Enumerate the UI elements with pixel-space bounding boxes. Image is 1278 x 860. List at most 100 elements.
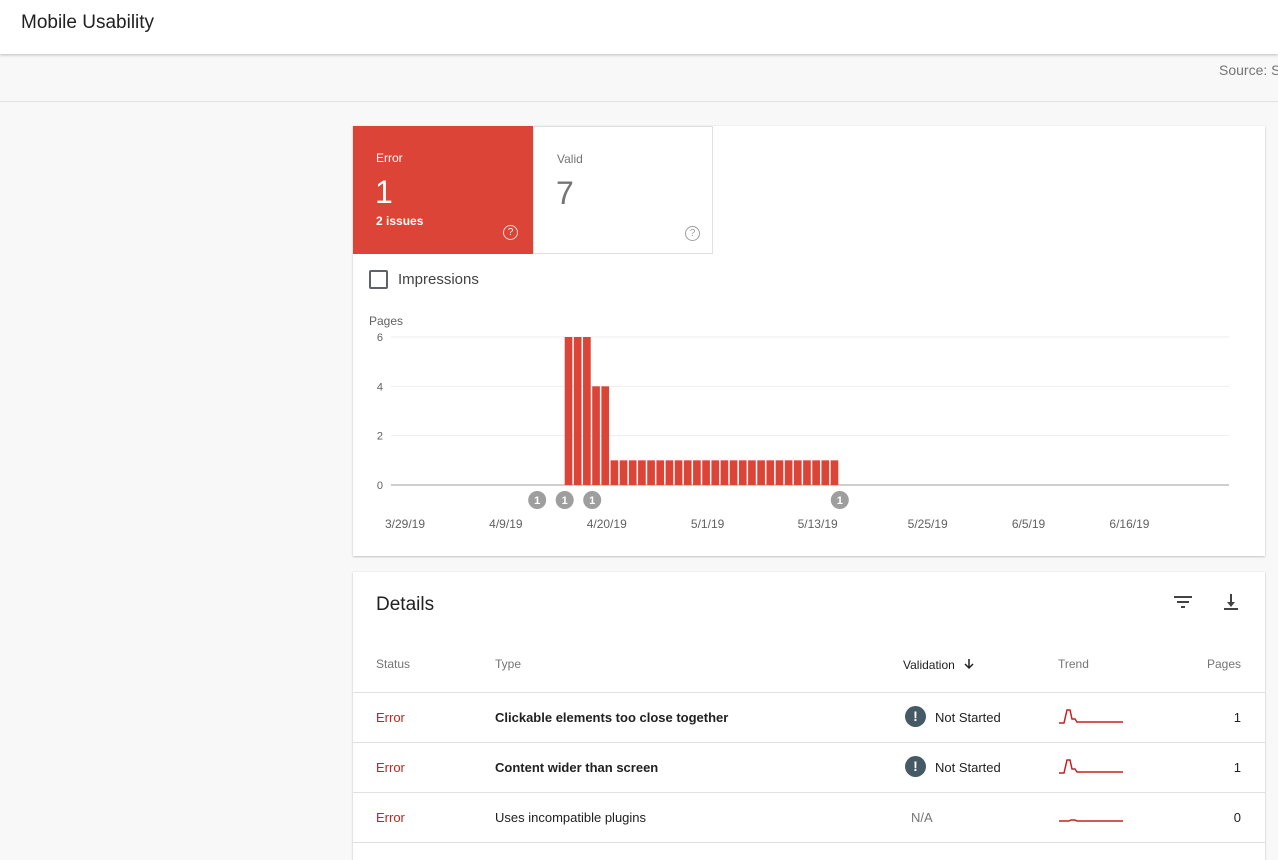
- table-row[interactable]: Error Content wider than screen ! Not St…: [353, 742, 1265, 792]
- details-card: Details Status Type Validation Trend Pag…: [353, 572, 1265, 860]
- error-label: Error: [376, 151, 403, 165]
- chart-bar: [647, 460, 655, 485]
- chart-bar: [601, 386, 610, 485]
- y-tick-label: 4: [377, 381, 383, 393]
- row-validation: Not Started: [935, 710, 1001, 725]
- chart-bar: [628, 460, 637, 485]
- row-status: Error: [376, 710, 405, 725]
- chart-bar: [638, 460, 646, 485]
- chart-bar: [830, 460, 839, 485]
- help-icon[interactable]: ?: [503, 225, 518, 240]
- chart-bar: [793, 460, 802, 485]
- annotation-marker: [583, 491, 602, 509]
- annotation-label: 1: [837, 495, 843, 507]
- alert-icon: !: [905, 706, 926, 727]
- annotation-marker: [555, 491, 574, 509]
- chart-bar: [674, 460, 683, 485]
- y-tick-label: 6: [377, 332, 383, 344]
- chart-bar: [656, 460, 665, 485]
- error-tile[interactable]: Error 1 2 issues ?: [353, 126, 533, 254]
- top-app-bar: Mobile Usability: [0, 0, 1278, 54]
- valid-count: 7: [556, 175, 574, 211]
- row-type: Clickable elements too close together: [495, 710, 729, 725]
- valid-tile[interactable]: Valid 7 ?: [533, 126, 713, 254]
- chart-bar: [775, 460, 784, 485]
- column-header-status[interactable]: Status: [376, 657, 411, 671]
- x-tick-label: 4/20/19: [587, 517, 627, 531]
- x-tick-label: 4/9/19: [489, 517, 523, 531]
- validation-header-label: Validation: [903, 658, 955, 672]
- chart-bar: [812, 460, 820, 485]
- error-issues: 2 issues: [376, 214, 424, 228]
- row-pages: 1: [1233, 760, 1241, 775]
- alert-icon: !: [905, 756, 926, 777]
- x-tick-label: 6/5/19: [1012, 517, 1046, 531]
- row-status: Error: [376, 810, 405, 825]
- summary-card: Error 1 2 issues ? Valid 7 ? Impressions…: [353, 126, 1265, 556]
- page-title: Mobile Usability: [21, 12, 155, 33]
- impressions-label[interactable]: Impressions: [398, 271, 479, 288]
- chart-bar: [748, 460, 756, 485]
- download-icon[interactable]: [1219, 590, 1243, 614]
- row-type: Content wider than screen: [495, 760, 659, 775]
- trend-sparkline: [1059, 819, 1123, 822]
- chart-bar: [738, 460, 747, 485]
- x-tick-label: 6/16/19: [1109, 517, 1149, 531]
- chart-bar: [803, 460, 811, 485]
- trend-sparkline: [1059, 759, 1123, 774]
- chart-bar: [665, 460, 674, 485]
- column-header-type[interactable]: Type: [495, 657, 522, 671]
- row-status: Error: [376, 760, 405, 775]
- help-icon[interactable]: ?: [685, 226, 700, 241]
- chart-bar: [702, 460, 710, 485]
- table-row[interactable]: [353, 842, 1265, 860]
- sort-down-icon: [964, 659, 974, 670]
- chart-bar: [693, 460, 701, 485]
- chart-bar: [821, 460, 830, 485]
- chart-bar: [729, 460, 738, 485]
- y-tick-label: 0: [377, 480, 383, 492]
- filter-icon[interactable]: [1171, 590, 1195, 614]
- row-validation: Not Started: [935, 760, 1001, 775]
- x-tick-label: 5/13/19: [798, 517, 838, 531]
- y-tick-label: 2: [377, 431, 383, 443]
- chart-bar: [564, 337, 573, 485]
- chart-bar: [610, 460, 619, 485]
- annotation-marker: [830, 491, 849, 509]
- y-axis-label: Pages: [369, 314, 403, 328]
- source-label: Source: S: [1219, 62, 1278, 78]
- chart-bar: [683, 460, 692, 485]
- chart-bar: [711, 460, 720, 485]
- pages-chart: Pages 0 2 4 6 3/29/19 4/9/19 4/20/19 5/1/19 5/13/…: [369, 314, 1229, 531]
- chart-bar: [583, 337, 591, 485]
- x-tick-label: 5/1/19: [691, 517, 725, 531]
- x-tick-label: 5/25/19: [908, 517, 948, 531]
- chart-bar: [720, 460, 729, 485]
- table-row[interactable]: Error Clickable elements too close toget…: [353, 692, 1265, 742]
- error-count: 1: [375, 174, 393, 210]
- annotation-label: 1: [562, 495, 568, 507]
- chart-bar: [766, 460, 775, 485]
- chart-bar: [784, 460, 793, 485]
- chart-bar: [757, 460, 765, 485]
- valid-label: Valid: [557, 152, 583, 166]
- annotation-marker: [528, 491, 547, 509]
- chart-bar: [573, 337, 582, 485]
- x-tick-label: 3/29/19: [385, 517, 425, 531]
- source-bar: Source: S: [0, 54, 1278, 102]
- chart-bar: [619, 460, 628, 485]
- details-title: Details: [376, 594, 435, 615]
- column-header-pages[interactable]: Pages: [1207, 657, 1242, 671]
- annotation-label: 1: [534, 495, 540, 507]
- chart-bar: [592, 386, 600, 485]
- row-validation: N/A: [911, 810, 933, 825]
- column-header-validation[interactable]: Validation: [903, 657, 975, 672]
- table-row[interactable]: Error Uses incompatible plugins N/A 0: [353, 792, 1265, 842]
- row-type: Uses incompatible plugins: [495, 810, 647, 825]
- annotation-label: 1: [589, 495, 595, 507]
- column-header-trend[interactable]: Trend: [1058, 657, 1089, 671]
- impressions-checkbox[interactable]: [369, 270, 388, 289]
- trend-sparkline: [1059, 709, 1123, 724]
- row-pages: 0: [1233, 810, 1241, 825]
- row-pages: 1: [1233, 710, 1241, 725]
